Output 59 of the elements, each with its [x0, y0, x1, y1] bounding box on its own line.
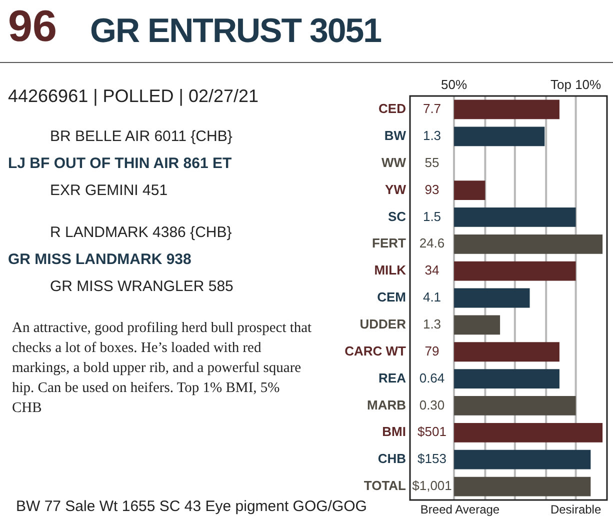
y-tick-label: SC	[388, 208, 407, 224]
text: 55	[424, 154, 440, 170]
text: 1.3	[422, 316, 442, 332]
text: 7.7	[422, 101, 442, 116]
y-tick-label: BW	[384, 128, 407, 143]
y-tick-label: CEM	[377, 290, 406, 305]
bar	[454, 369, 560, 388]
bar	[454, 422, 603, 442]
text: 34	[424, 262, 440, 278]
text: An attractive, good profiling herd bull prospect that checks a lot of boxes. He’s loaded with red markings, a bold upper rib, and a powerful square hip. Can be used on heifers. Top 1% BMI, 5% CHB	[12, 319, 312, 418]
text: 4.1	[422, 290, 442, 305]
bar	[454, 100, 560, 120]
y-tick-label: TOTAL	[364, 478, 406, 494]
y-tick-label: YW	[385, 182, 407, 197]
y-tick-label: CARC WT	[344, 343, 406, 358]
bar	[454, 342, 560, 362]
chart-title: GR ENTRUST 3051	[90, 12, 382, 51]
bar	[454, 476, 591, 496]
text: Top 10%	[550, 77, 602, 92]
text: 24.6	[419, 236, 445, 251]
y-tick-label: CED	[378, 101, 406, 116]
text: Desirable	[550, 502, 602, 516]
bar	[454, 180, 486, 200]
text: BW 77 Sale Wt 1655 SC 43 Eye pigment GOG/GOG	[16, 498, 367, 515]
y-tick-label: WW	[381, 154, 407, 170]
text: EXR GEMINI 451	[50, 182, 168, 199]
bar	[454, 450, 591, 470]
text: 0.64	[419, 370, 445, 386]
bar	[454, 126, 545, 146]
y-tick-label: MILK	[374, 262, 407, 278]
text: LJ BF OUT OF THIN AIR 861 ET	[8, 155, 232, 172]
text: 44266961 | POLLED | 02/27/21	[8, 86, 259, 107]
text: GR MISS WRANGLER 585	[50, 278, 234, 295]
y-tick-label: CHB	[378, 451, 406, 466]
y-tick-label: UDDER	[360, 316, 407, 332]
text: 50%	[440, 77, 468, 92]
text: 79	[424, 343, 440, 358]
text: GR MISS LANDMARK 938	[8, 251, 192, 268]
text: 1.5	[422, 208, 442, 224]
text: 93	[424, 182, 440, 197]
text: 0.30	[419, 397, 445, 412]
bar	[454, 396, 576, 416]
text: $501	[418, 424, 446, 440]
text: BR BELLE AIR 6011 {CHB}	[50, 128, 232, 145]
y-tick-label: BMI	[382, 424, 406, 440]
bar	[454, 234, 603, 254]
text: 96	[8, 2, 57, 52]
y-tick-label: MARB	[367, 397, 406, 412]
text: $1,001	[412, 478, 452, 494]
text: $153	[418, 451, 446, 466]
y-tick-label: FERT	[372, 236, 406, 251]
bar	[454, 261, 576, 281]
text: Breed Average	[420, 502, 500, 516]
bar	[454, 288, 530, 308]
y-tick-label: REA	[378, 370, 407, 386]
bar	[454, 315, 500, 335]
text: R LANDMARK 4386 {CHB}	[50, 224, 232, 241]
bar	[454, 208, 576, 227]
text: 1.3	[422, 128, 442, 143]
